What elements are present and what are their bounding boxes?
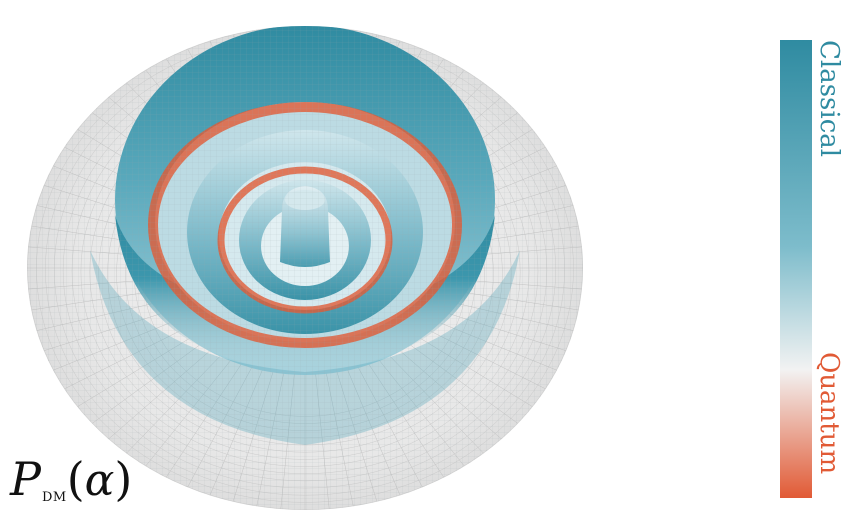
open-paren: (: [66, 452, 85, 506]
function-subscript: DM: [41, 490, 67, 505]
function-argument: α: [84, 455, 115, 506]
colorbar-label-quantum: Quantum: [814, 352, 842, 475]
close-paren: ): [114, 452, 133, 506]
surface-mesh-overlay: [27, 26, 583, 510]
function-symbol: P: [10, 452, 41, 506]
colorbar-label-classical: Classical: [814, 40, 842, 158]
colorbar-gradient: [780, 40, 812, 498]
function-label: P DM ( α ): [10, 456, 132, 520]
